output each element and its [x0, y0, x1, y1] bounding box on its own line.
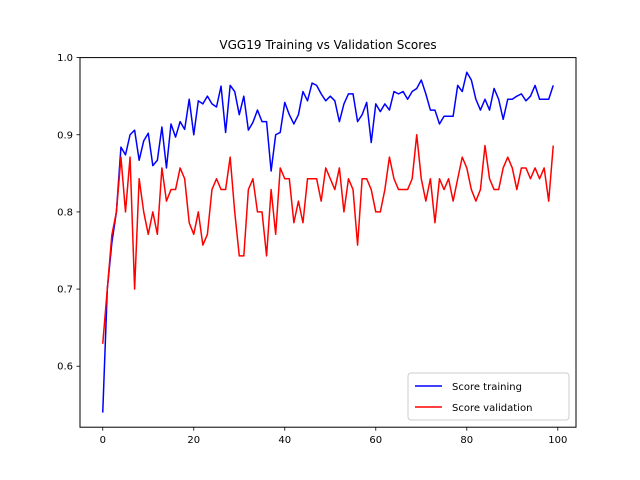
legend-box	[407, 372, 570, 421]
x-tick-label: 0	[100, 435, 106, 446]
x-tick-label: 40	[278, 435, 291, 446]
x-tick-label: 20	[187, 435, 200, 446]
training-score-line	[102, 71, 554, 413]
validation-score-line	[102, 134, 554, 344]
legend: Score training Score validation	[407, 372, 570, 421]
y-tick-label: 0.6	[57, 362, 73, 373]
legend-label: Score validation	[452, 403, 532, 414]
x-tick-label: 60	[369, 435, 382, 446]
x-tick-label: 80	[460, 435, 473, 446]
legend-label: Score training	[452, 382, 522, 393]
chart-title: VGG19 Training vs Validation Scores	[219, 38, 436, 52]
x-tick-label: 100	[548, 435, 567, 446]
y-axis: 0.6 0.7 0.8 0.9 1.0	[57, 53, 80, 373]
series-lines	[102, 71, 554, 413]
y-tick-label: 0.7	[57, 285, 73, 296]
y-tick-label: 1.0	[57, 53, 73, 64]
plot-area-frame	[79, 57, 577, 428]
y-tick-label: 0.9	[57, 130, 73, 141]
x-axis: 0 20 40 60 80 100	[100, 427, 567, 446]
y-tick-label: 0.8	[57, 207, 73, 218]
